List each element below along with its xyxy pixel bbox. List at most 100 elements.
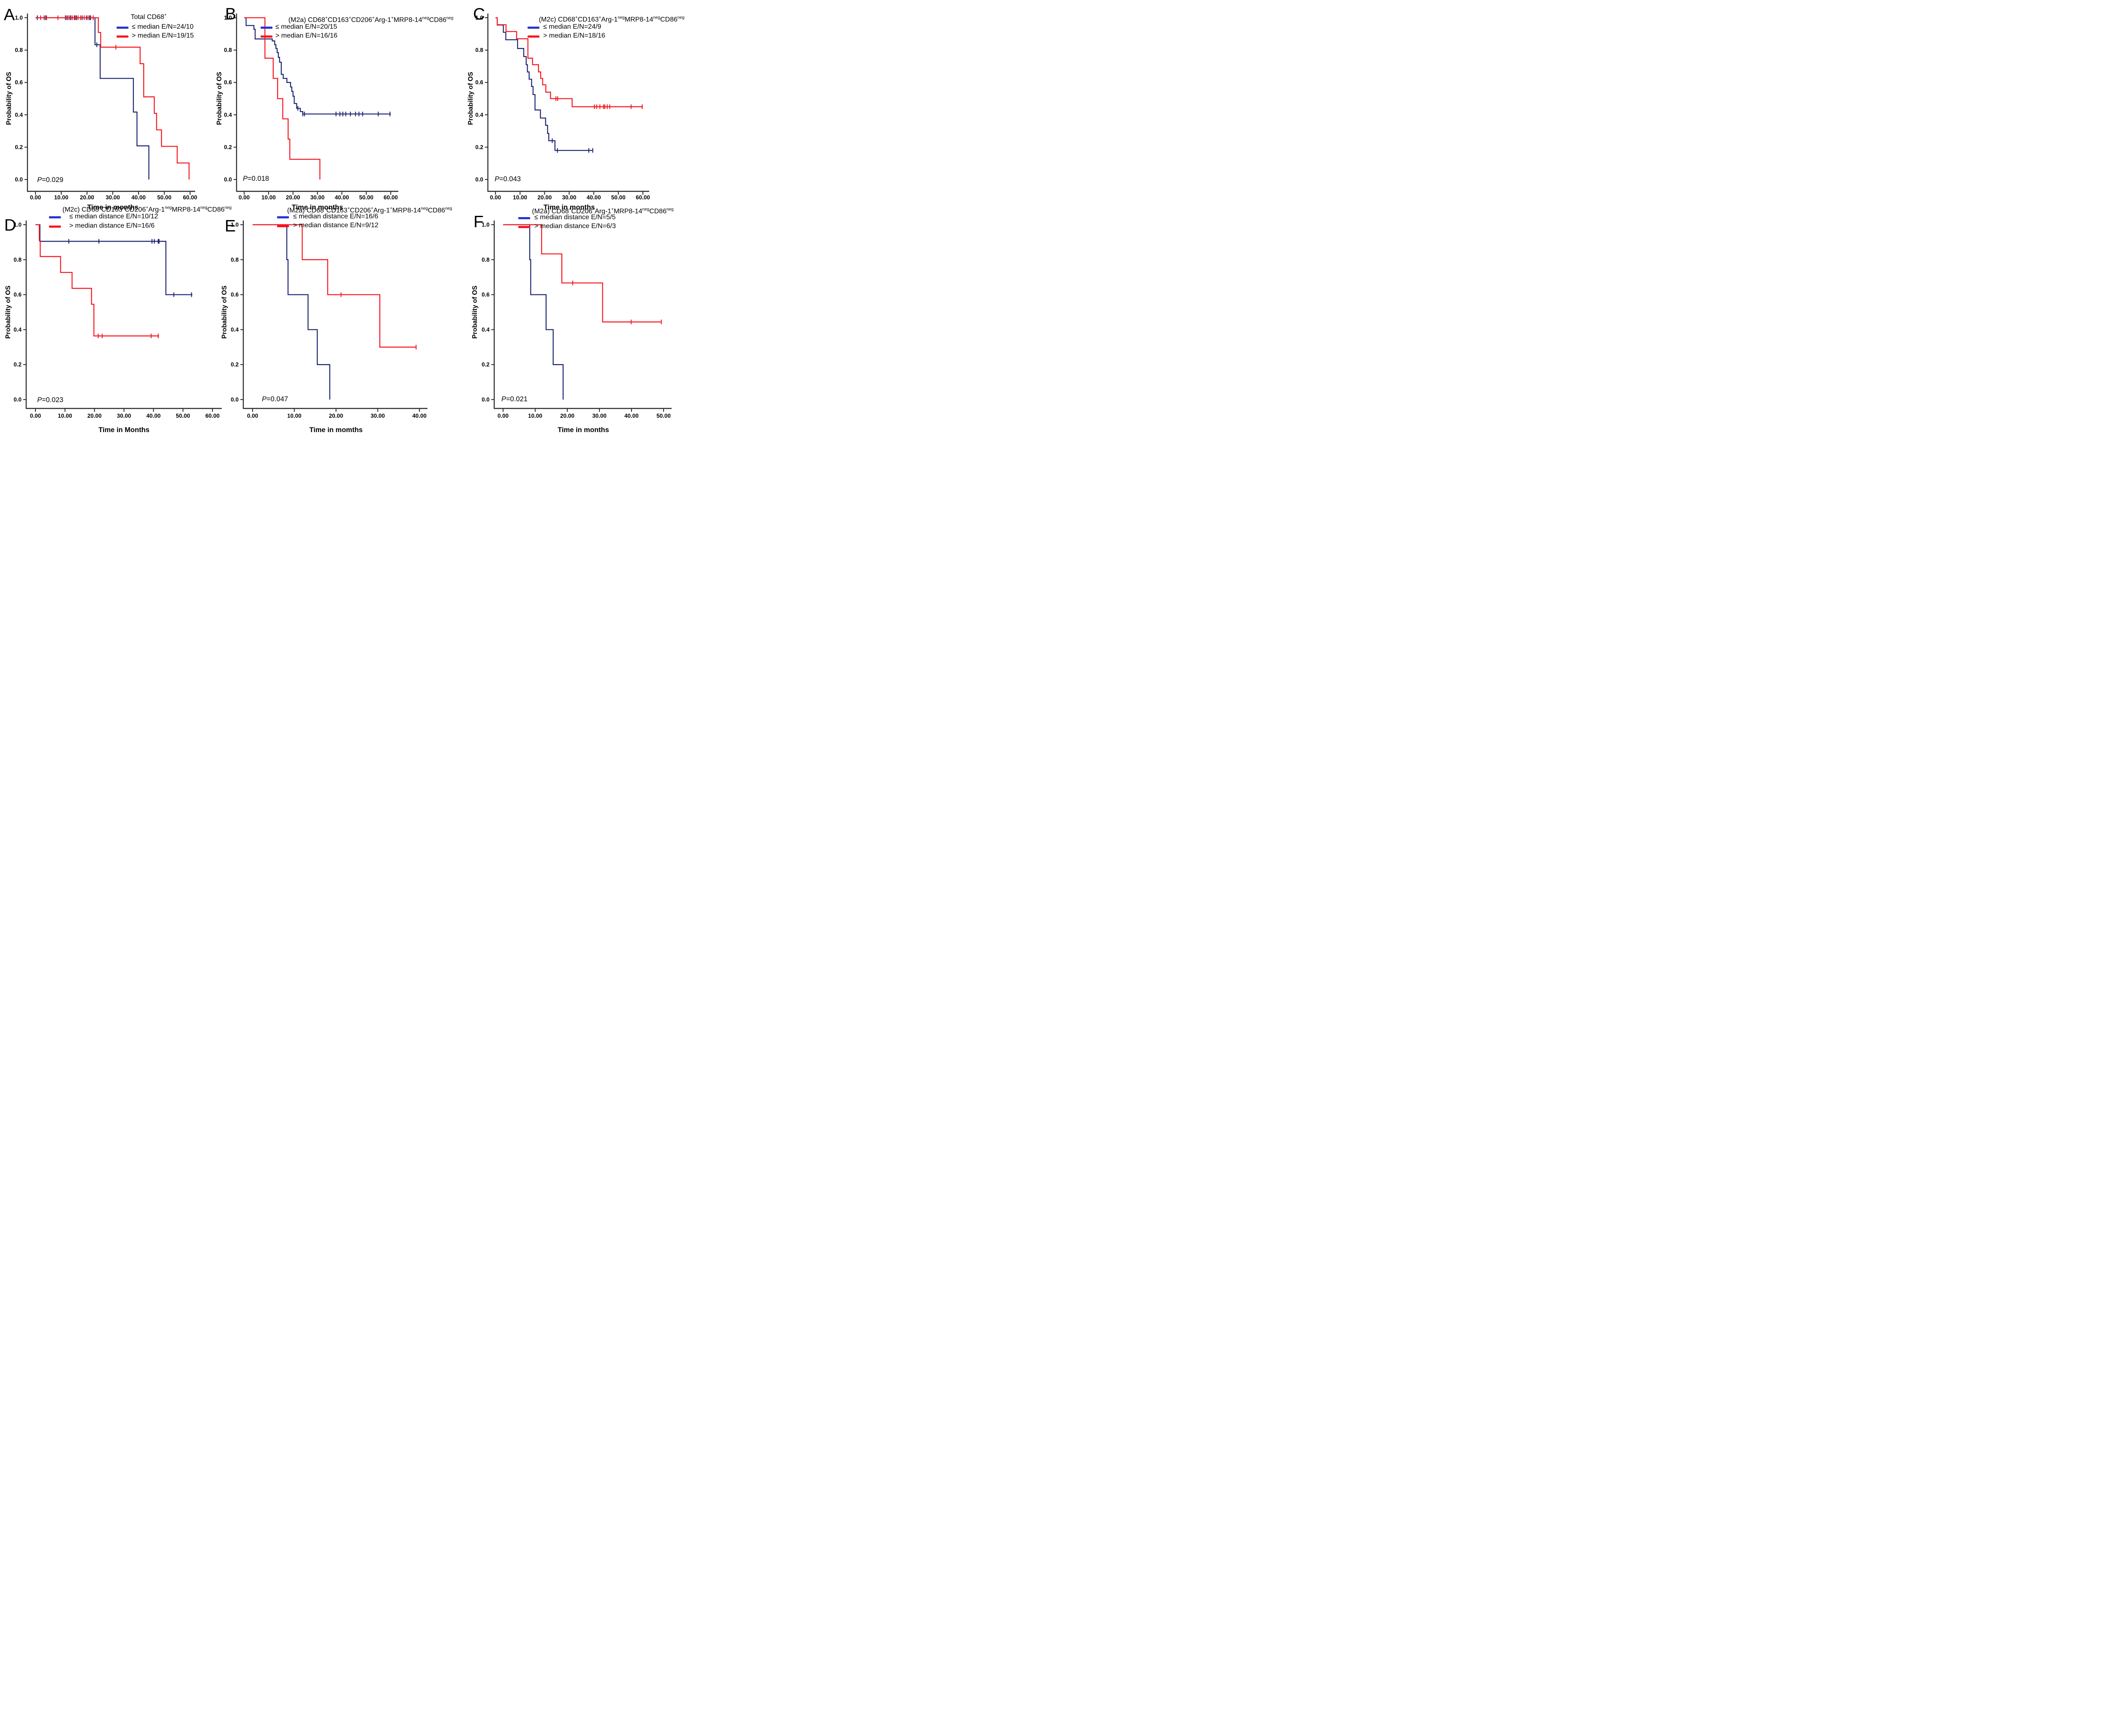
km-curve-C-blue [495, 17, 593, 151]
y-axis-title-A: Probability of OS [5, 72, 13, 125]
x-tick-label-D: 50.00 [176, 413, 190, 419]
x-tick-label-F: 40.00 [624, 413, 639, 419]
p-value-F: P=0.021 [501, 395, 528, 403]
p-value-C: P=0.043 [495, 175, 521, 183]
x-tick-label-A: 40.00 [131, 194, 146, 201]
x-axis-title-F: Time in months [558, 426, 609, 434]
p-value-D: P=0.023 [37, 396, 63, 404]
y-tick-label-F: 0.6 [482, 291, 490, 298]
x-tick-label-B: 0.00 [239, 194, 250, 201]
p-value-E: P=0.047 [262, 395, 288, 403]
y-tick-label-A: 0.2 [15, 144, 23, 150]
x-tick-label-C: 10.00 [513, 194, 527, 201]
x-tick-label-D: 40.00 [146, 413, 161, 419]
x-tick-label-F: 20.00 [560, 413, 574, 419]
y-tick-label-B: 0.8 [224, 47, 232, 53]
x-tick-label-C: 50.00 [611, 194, 626, 201]
x-tick-label-C: 30.00 [562, 194, 577, 201]
panel-letter-D: D [4, 216, 16, 234]
km-curve-D-blue [35, 224, 193, 295]
y-axis-title-E: Probability of OS [221, 286, 228, 339]
y-tick-label-D: 0.6 [14, 291, 22, 298]
x-tick-label-D: 10.00 [58, 413, 72, 419]
x-tick-label-F: 0.00 [498, 413, 509, 419]
x-tick-label-E: 0.00 [247, 413, 258, 419]
x-tick-label-B: 10.00 [261, 194, 276, 201]
x-axis-title-B: Time in months [292, 204, 343, 211]
x-tick-label-B: 50.00 [359, 194, 373, 201]
y-tick-label-D: 0.4 [14, 327, 22, 333]
panel-letter-A: A [4, 6, 15, 24]
p-value-B: P=0.018 [243, 175, 269, 182]
panel-letter-E: E [225, 217, 236, 235]
y-tick-label-D: 0.8 [14, 256, 22, 263]
km-curve-A-blue [35, 17, 150, 180]
x-tick-label-D: 20.00 [87, 413, 102, 419]
km-curve-E-red [253, 224, 416, 348]
panel-F-plot: 0.0 0.2 0.4 0.6 0.8 1.0 0.00 10.00 20.00 30.00 40.… [471, 213, 672, 434]
x-tick-label-C: 60.00 [636, 194, 650, 201]
y-tick-label-A: 0.6 [15, 79, 23, 86]
x-tick-label-A: 50.00 [157, 194, 171, 201]
km-curve-D-red [35, 224, 159, 337]
x-tick-label-E: 30.00 [370, 413, 385, 419]
x-axis-title-E: Time in momths [309, 426, 362, 434]
x-tick-label-A: 0.00 [30, 194, 41, 201]
y-tick-label-E: 0.4 [231, 327, 239, 333]
x-tick-label-C: 20.00 [537, 194, 552, 201]
y-tick-label-F: 0.4 [482, 327, 490, 333]
y-tick-label-E: 0.8 [231, 256, 239, 263]
x-tick-label-E: 40.00 [412, 413, 427, 419]
x-tick-label-A: 30.00 [106, 194, 120, 201]
panel-letter-C: C [473, 5, 485, 23]
x-tick-label-B: 60.00 [384, 194, 398, 201]
y-tick-label-E: 0.2 [231, 362, 239, 368]
y-tick-label-A: 0.0 [15, 177, 23, 183]
y-tick-label-A: 0.8 [15, 47, 23, 53]
y-tick-label-F: 0.2 [482, 362, 490, 368]
y-tick-label-C: 0.6 [475, 79, 483, 86]
y-tick-label-D: 0.0 [14, 397, 22, 403]
x-tick-label-F: 30.00 [592, 413, 607, 419]
y-axis-title-F: Probability of OS [471, 286, 479, 339]
km-curve-C-red [495, 17, 643, 107]
x-tick-label-B: 20.00 [286, 194, 300, 201]
y-tick-label-B: 0.4 [224, 112, 232, 118]
x-tick-label-A: 60.00 [183, 194, 197, 201]
x-axis-title-C: Time in months [544, 204, 595, 211]
panel-letter-B: B [225, 5, 236, 23]
y-tick-label-B: 0.2 [224, 144, 232, 150]
y-tick-label-D: 0.2 [14, 362, 22, 368]
x-tick-label-A: 20.00 [80, 194, 94, 201]
x-tick-label-D: 0.00 [30, 413, 41, 419]
km-curve-F-blue [503, 224, 564, 400]
y-tick-label-C: 1.0 [475, 15, 483, 21]
y-tick-label-F: 0.8 [482, 256, 490, 263]
y-axis-title-B: Probability of OS [216, 72, 223, 125]
km-curve-A-red [35, 17, 190, 180]
km-plots-canvas: 0.0 0.2 0.4 0.6 0.8 1.0 0.00 10.00 20.00 30.00 40.… [4, 5, 672, 434]
panel-A-plot: 0.0 0.2 0.4 0.6 0.8 1.0 0.00 10.00 20.00 30.00 40.… [4, 6, 197, 211]
x-axis-title-D: Time in Months [98, 426, 150, 434]
km-curve-B-blue [244, 17, 391, 115]
y-tick-label-F: 0.0 [482, 397, 490, 403]
km-curve-E-blue [253, 224, 330, 400]
y-tick-label-C: 0.2 [475, 144, 483, 150]
x-tick-label-A: 10.00 [54, 194, 68, 201]
km-curve-B-red [244, 17, 321, 180]
y-tick-label-B: 0.6 [224, 79, 232, 86]
x-tick-label-E: 10.00 [287, 413, 302, 419]
y-tick-label-A: 1.0 [15, 15, 23, 21]
x-tick-label-C: 0.00 [490, 194, 501, 201]
x-tick-label-B: 40.00 [335, 194, 349, 201]
x-tick-label-B: 30.00 [310, 194, 325, 201]
panel-C-plot: 0.0 0.2 0.4 0.6 0.8 1.0 0.00 10.00 20.00 30.00 40.… [467, 5, 650, 211]
y-tick-label-D: 1.0 [14, 222, 22, 228]
x-axis-title-A: Time in months [87, 204, 139, 211]
x-tick-label-F: 50.00 [656, 413, 671, 419]
y-tick-label-E: 0.6 [231, 291, 239, 298]
y-tick-label-C: 0.4 [475, 112, 483, 118]
x-tick-label-E: 20.00 [329, 413, 343, 419]
x-tick-label-F: 10.00 [528, 413, 542, 419]
y-tick-label-F: 1.0 [482, 222, 490, 228]
